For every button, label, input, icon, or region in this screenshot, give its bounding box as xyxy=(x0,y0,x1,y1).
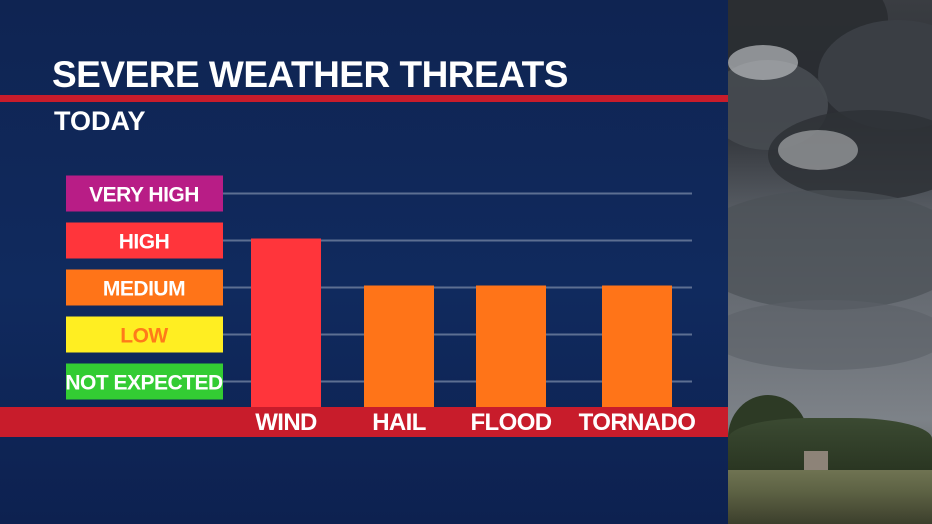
bar-tornado xyxy=(602,285,672,407)
level-label: VERY HIGH xyxy=(89,184,199,207)
level-box: LOW xyxy=(66,316,223,353)
category-label-tornado: TORNADO xyxy=(579,409,696,436)
bar-hail xyxy=(364,285,434,407)
level-box-fill xyxy=(66,175,223,212)
level-box-fill xyxy=(66,222,223,259)
bar-flood xyxy=(476,285,546,407)
title-underline xyxy=(0,95,728,102)
page-title: SEVERE WEATHER THREATS xyxy=(52,54,568,95)
level-label: NOT EXPECTED xyxy=(65,372,223,395)
threat-bar-chart: NOT EXPECTED LOW MEDIUM HIGH VERY HIGH WIND H… xyxy=(0,175,728,437)
page-subtitle: TODAY xyxy=(54,106,146,136)
level-label: MEDIUM xyxy=(103,278,185,301)
level-label: HIGH xyxy=(119,231,170,254)
category-label-flood: FLOOD xyxy=(471,409,552,436)
level-label: LOW xyxy=(120,325,168,348)
graphic-panel: SEVERE WEATHER THREATS TODAY NOT EXPECTE… xyxy=(0,0,728,524)
level-box: MEDIUM xyxy=(66,269,223,306)
category-axis-band xyxy=(0,407,728,437)
category-label-wind: WIND xyxy=(255,409,317,436)
level-box-fill xyxy=(66,269,223,306)
level-box-fill xyxy=(66,316,223,353)
level-box: VERY HIGH xyxy=(66,175,223,212)
storm-sky-photo xyxy=(728,0,932,524)
level-box: HIGH xyxy=(66,222,223,259)
bar-wind xyxy=(251,238,321,407)
level-box: NOT EXPECTED xyxy=(65,363,224,400)
category-label-hail: HAIL xyxy=(372,409,426,436)
level-box-fill xyxy=(66,363,223,400)
